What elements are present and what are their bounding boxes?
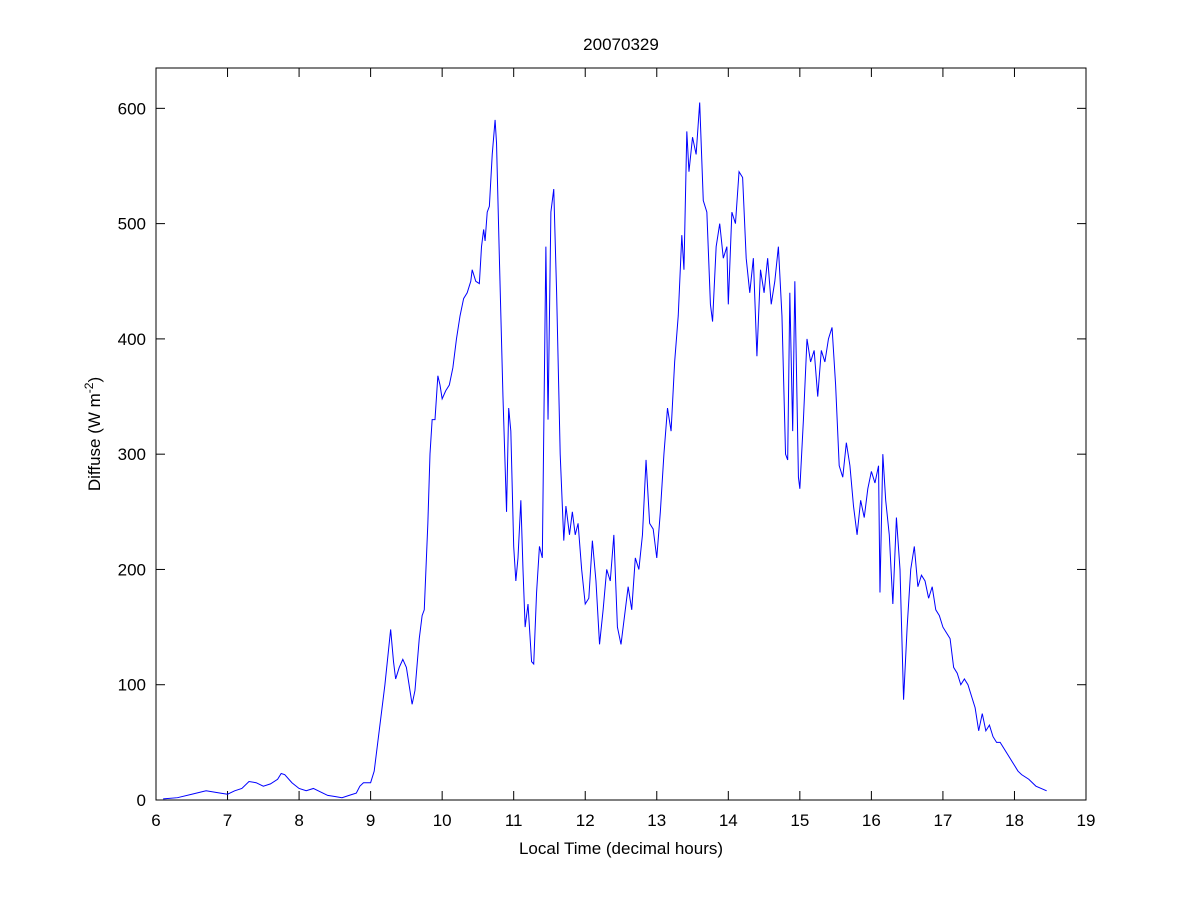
x-tick-label: 15: [790, 811, 809, 830]
y-label-sup: -2: [82, 382, 96, 393]
x-tick-label: 7: [223, 811, 232, 830]
x-tick-label: 9: [366, 811, 375, 830]
y-tick-label: 100: [118, 676, 146, 695]
y-tick-label: 200: [118, 560, 146, 579]
x-tick-label: 10: [433, 811, 452, 830]
x-tick-label: 13: [647, 811, 666, 830]
x-tick-label: 16: [862, 811, 881, 830]
y-label-part: Diffuse (W m: [85, 393, 104, 491]
x-tick-label: 8: [294, 811, 303, 830]
y-tick-label: 400: [118, 330, 146, 349]
plot-area: [155, 67, 1087, 801]
x-tick-label: 14: [719, 811, 738, 830]
y-axis-label: Diffuse (W m-2): [82, 377, 104, 491]
x-tick-label: 18: [1005, 811, 1024, 830]
x-tick-label: 11: [505, 811, 523, 830]
y-tick-label: 600: [118, 99, 146, 118]
y-tick-label: 0: [137, 791, 146, 810]
x-tick-label: 6: [151, 811, 160, 830]
x-tick-label: 17: [933, 811, 952, 830]
chart-title: 20070329: [583, 35, 659, 54]
y-tick-label: 500: [118, 215, 146, 234]
y-label-part: ): [85, 377, 104, 383]
x-axis-label: Local Time (decimal hours): [519, 839, 723, 858]
y-tick-label: 300: [118, 445, 146, 464]
data-line: [163, 102, 1047, 800]
x-tick-label: 19: [1077, 811, 1096, 830]
x-tick-label: 12: [576, 811, 595, 830]
